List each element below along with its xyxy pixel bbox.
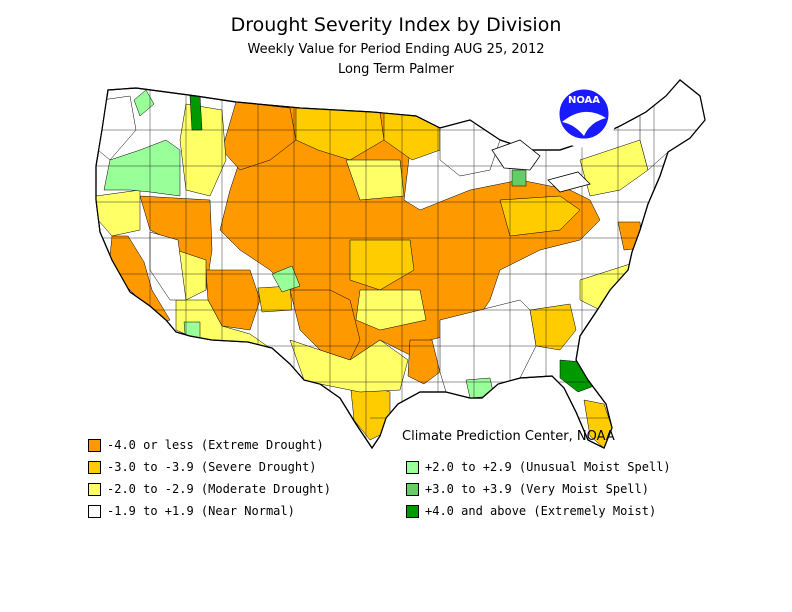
region-unusual-moist-northwest — [133, 89, 155, 117]
legend-swatch — [406, 461, 419, 474]
legend-item-unusual-moist: +2.0 to +2.9 (Unusual Moist Spell) — [406, 459, 706, 475]
legend-item-near-normal: -1.9 to +1.9 (Near Normal) — [88, 503, 388, 519]
legend-swatch — [406, 505, 419, 518]
legend-swatch — [88, 461, 101, 474]
index-name: Long Term Palmer — [337, 62, 455, 77]
division-lines — [96, 90, 705, 440]
legend-item-extreme-drought: -4.0 or less (Extreme Drought) — [88, 437, 388, 453]
noaa-logo: NOAA — [550, 80, 618, 148]
noaa-logo-text: NOAA — [568, 95, 600, 106]
legend-label: +2.0 to +2.9 (Unusual Moist Spell) — [425, 460, 671, 474]
region-moderate-northeast — [579, 139, 649, 197]
region-extreme-newmexico — [289, 289, 361, 361]
legend-swatch — [88, 483, 101, 496]
region-unusual-moist-idaho — [103, 139, 181, 197]
legend-label: +3.0 to +3.9 (Very Moist Spell) — [425, 482, 649, 496]
legend-label: -3.0 to -3.9 (Severe Drought) — [107, 460, 317, 474]
legend-swatch — [88, 505, 101, 518]
region-normal-northeast — [639, 80, 705, 171]
region-moderate-dakota — [345, 159, 405, 201]
legend-item-moderate-drought: -2.0 to -2.9 (Moderate Drought) — [88, 481, 388, 497]
region-unusual-moist-colorado — [271, 265, 301, 293]
region-unusual-moist-arizona — [183, 321, 201, 347]
legend-item-severe-drought: -3.0 to -3.9 (Severe Drought) — [88, 459, 388, 475]
region-unusual-moist-louisiana — [465, 377, 495, 399]
legend-label: -1.9 to +1.9 (Near Normal) — [107, 504, 295, 518]
region-extremely-moist-montana — [189, 95, 203, 131]
legend-swatch — [88, 439, 101, 452]
legend-item-extremely-moist: +4.0 and above (Extremely Moist) — [406, 503, 706, 519]
region-very-moist-michigan — [511, 169, 527, 187]
legend-label: -2.0 to -2.9 (Moderate Drought) — [107, 482, 331, 496]
legend-label: -4.0 or less (Extreme Drought) — [107, 438, 324, 452]
legend-label: +4.0 and above (Extremely Moist) — [425, 504, 657, 518]
map-title: Drought Severity Index by Division — [230, 14, 562, 36]
credit-text: Climate Prediction Center, NOAA — [402, 429, 615, 444]
legend-swatch — [406, 483, 419, 496]
great-lakes — [491, 139, 541, 171]
map-subtitle: Weekly Value for Period Ending AUG 25, 2… — [247, 42, 545, 57]
legend-item-very-moist: +3.0 to +3.9 (Very Moist Spell) — [406, 481, 706, 497]
region-extreme-texas — [407, 339, 441, 385]
region-severe-midwest — [499, 195, 581, 237]
